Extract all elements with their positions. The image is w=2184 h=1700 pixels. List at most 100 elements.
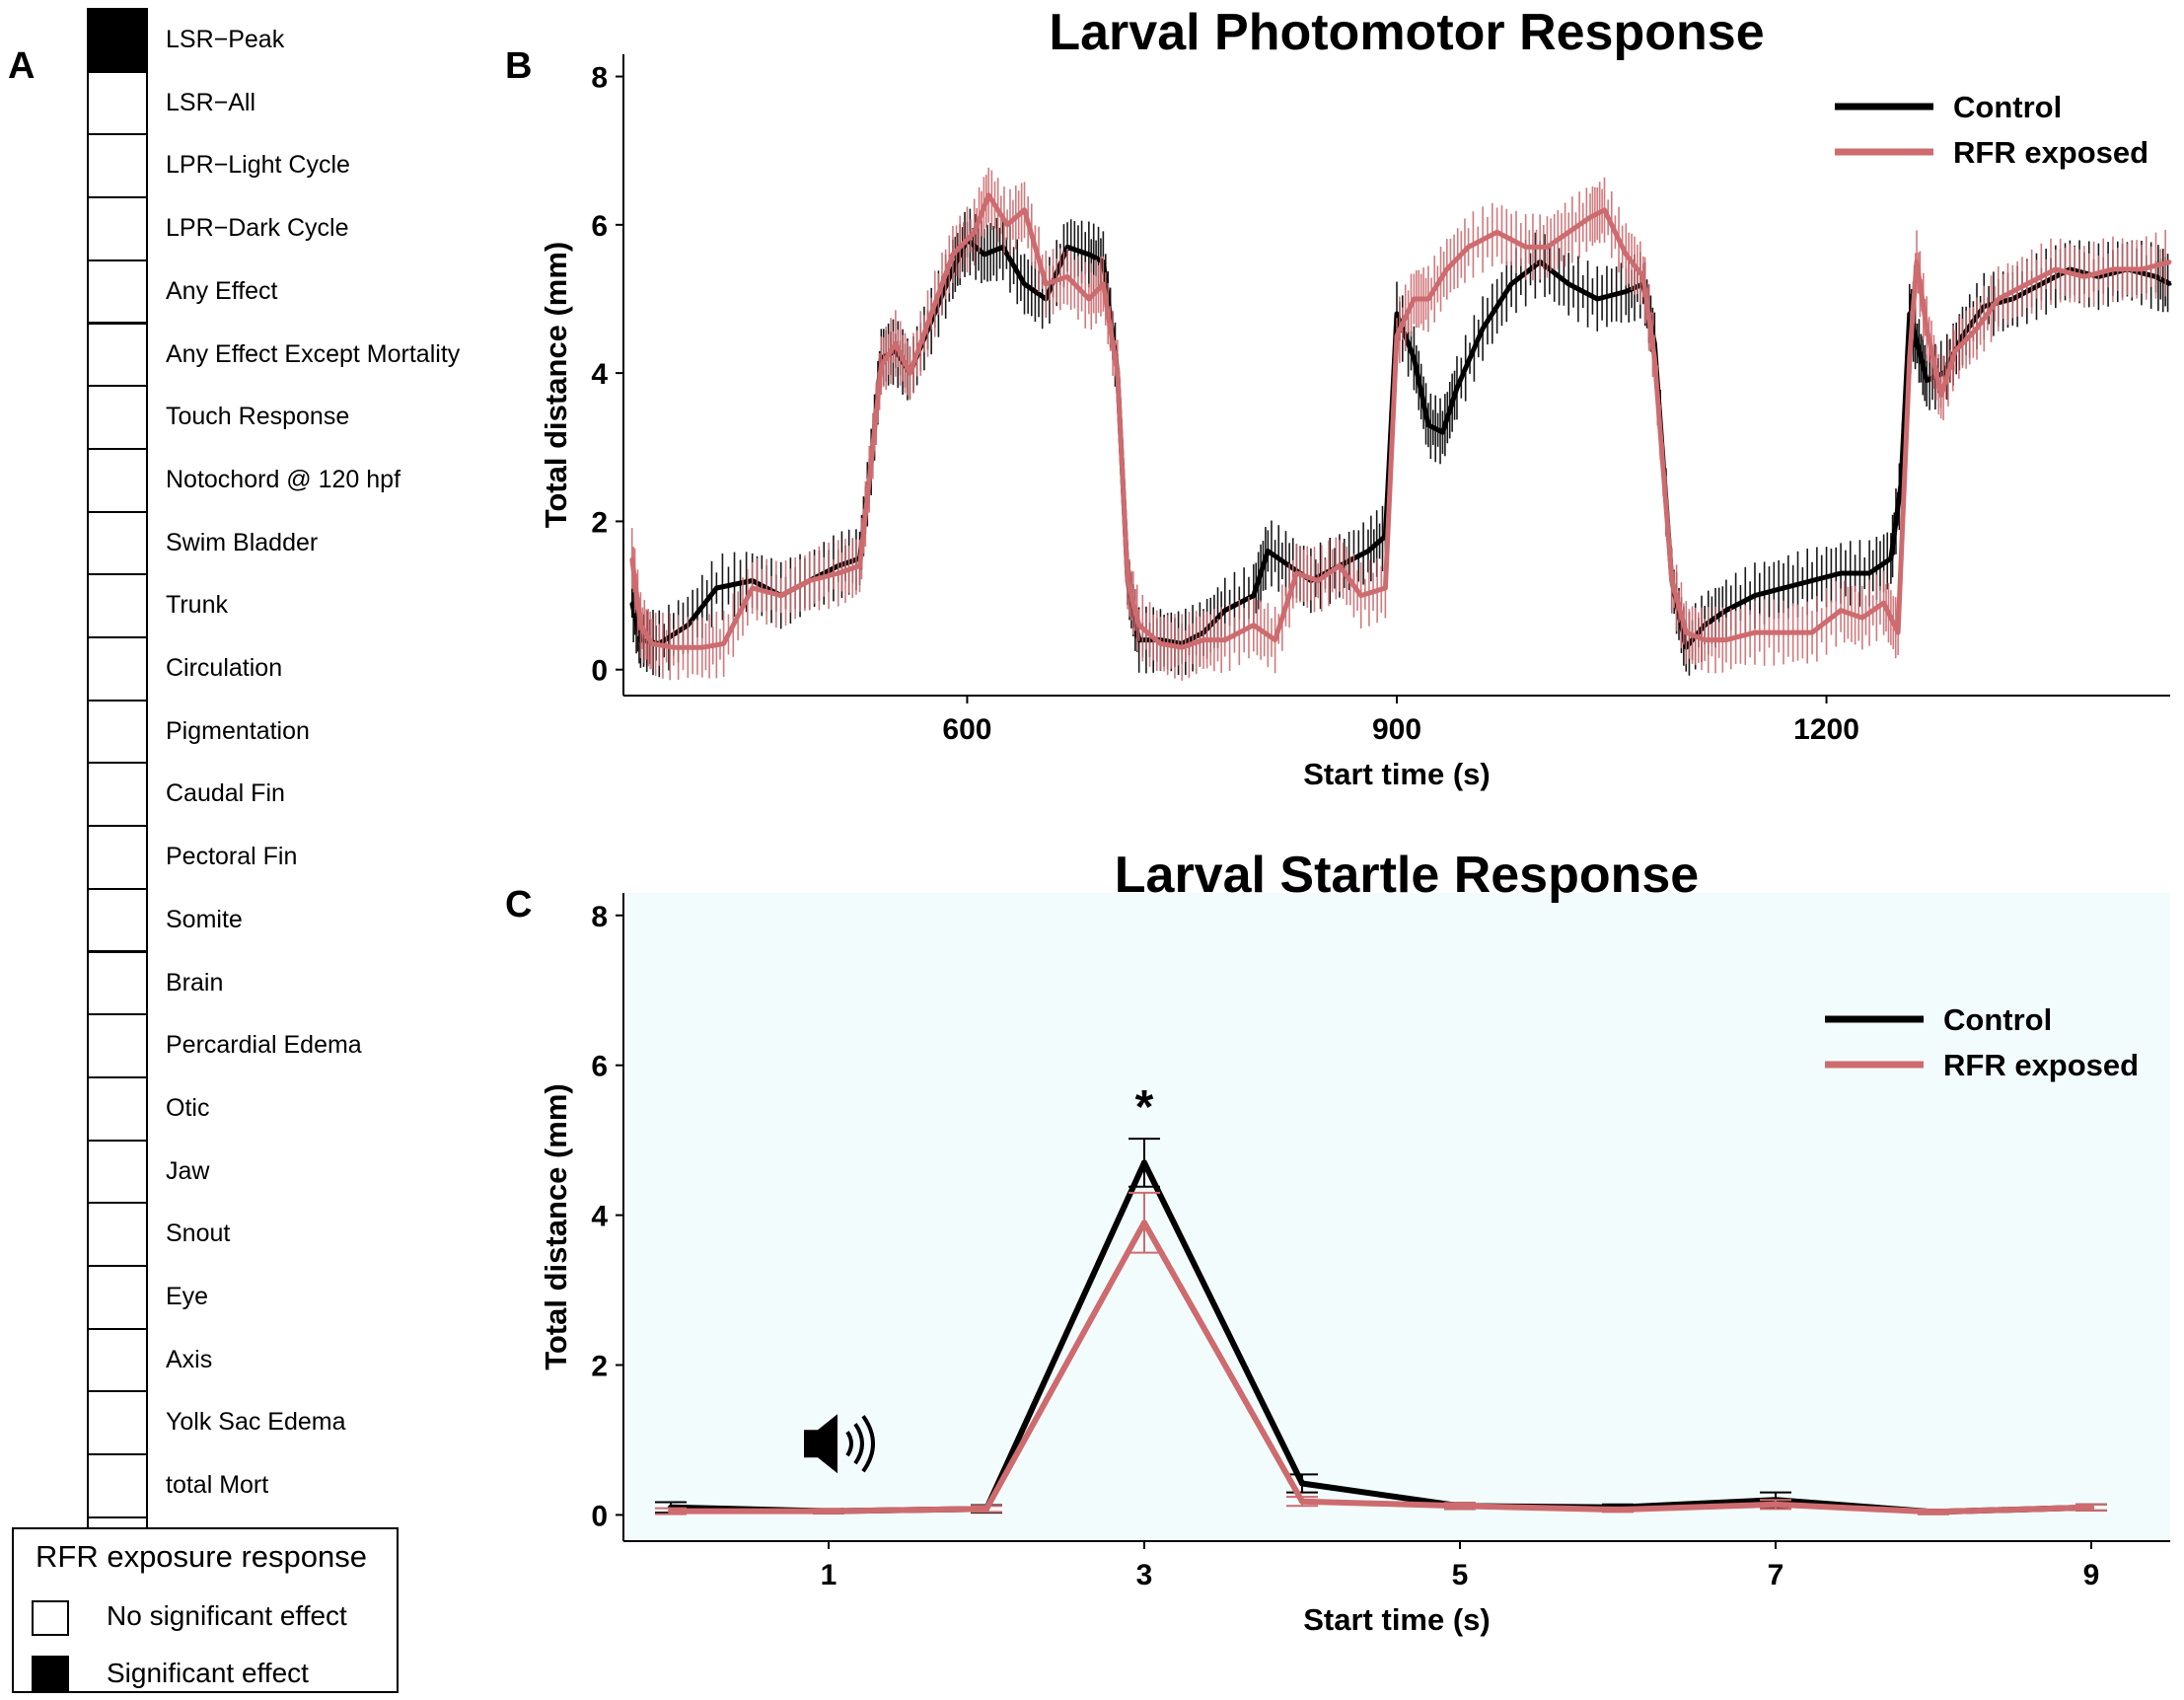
data-point [2111,267,2115,271]
data-point [1882,601,1886,605]
plot-background [623,893,2170,1541]
data-point [1023,208,1027,212]
data-point [1065,274,1069,278]
chart-title: Larval Photomotor Response [1049,4,1764,61]
grid-row-label: Notochord @ 120 hpf [166,465,401,493]
data-point [630,601,634,605]
grid-row-label: Eye [166,1283,209,1310]
grid-cell [87,1075,148,1142]
data-point [1426,297,1430,301]
grid-row-label: Brain [166,968,224,997]
grid-row-label: LPR−Light Cycle [166,151,350,180]
y-tick-label: 2 [591,506,608,539]
y-tick-label: 8 [591,901,608,933]
y-axis-label: Total distance (mm) [539,1083,573,1370]
effect-swatch [32,1656,69,1691]
data-point [1457,1503,1463,1510]
data-point [1359,594,1363,598]
x-tick-label: 600 [942,713,991,746]
data-point [1044,282,1048,286]
data-point [1467,245,1471,249]
data-point [1005,223,1009,227]
grid-cell [87,1327,148,1393]
y-tick-label: 4 [591,358,608,391]
data-point [1703,638,1707,642]
data-point [858,563,862,567]
data-point [700,645,704,649]
data-point [1445,267,1449,271]
grid-cell [87,322,148,388]
data-point [722,641,726,645]
data-point [1684,630,1688,634]
grid-cell [87,447,148,513]
data-point [1975,327,1979,331]
grid-row-label: Any Effect [166,276,278,305]
data-point [1670,579,1674,583]
data-point [1588,215,1592,219]
data-point [779,594,783,598]
data-point [1896,630,1900,634]
grid-cell [87,510,148,576]
sound-wave [853,1423,864,1465]
y-tick-label: 0 [591,655,608,688]
grid-cell [87,385,148,450]
data-point [1782,586,1785,590]
data-point [1223,638,1227,642]
data-point [1087,253,1091,257]
series-line [671,1220,2092,1515]
data-point [1997,297,2001,301]
x-axis-label: Start time (s) [1303,1602,1490,1637]
grid-row-label: Axis [166,1345,213,1373]
x-tick-label: 900 [1372,713,1421,746]
data-point [1615,1507,1621,1514]
series-control [629,208,2172,678]
grid-cell [87,1265,148,1330]
data-point [1395,312,1399,316]
x-tick-label: 3 [1136,1559,1153,1591]
data-point [929,312,933,316]
no-effect-swatch [32,1600,69,1636]
data-point [714,586,718,590]
data-point [2168,282,2172,286]
data-point [650,641,654,645]
grid-row-label: Trunk [166,591,228,620]
data-point [808,579,812,583]
data-point [1724,609,1728,613]
data-point [1810,630,1814,634]
grid-row-label: total Mort [166,1471,269,1500]
speaker-sound-icon [804,1414,875,1474]
y-tick-label: 8 [591,62,608,95]
data-point [1101,282,1105,286]
data-point [1395,334,1399,338]
data-point [1545,245,1549,249]
data-point [1426,423,1430,427]
x-axis-label: Start time (s) [1303,757,1490,791]
data-point [1839,609,1843,613]
grid-cell [87,70,148,136]
data-point [751,586,755,590]
data-point [983,253,986,257]
data-point [1595,297,1599,301]
data-point [908,371,911,375]
data-point [1641,274,1645,278]
data-point [1939,394,1943,398]
data-point [1495,230,1499,234]
data-point [986,193,990,197]
grid-row-label: Pectoral Fin [166,843,298,871]
data-point [951,253,955,257]
data-point [983,1506,989,1513]
grid-row-label: Percardial Edema [166,1031,362,1060]
grid-row-label: Touch Response [166,403,350,431]
data-point [1141,1220,1147,1226]
legend-label: RFR exposed [1943,1048,2139,1082]
data-point [1953,349,1957,353]
data-point [1065,245,1069,249]
grid-cell [87,1390,148,1456]
grid-cell [87,573,148,638]
grid-row-label: Swim Bladder [166,528,319,556]
y-tick-label: 4 [591,1201,608,1233]
data-point [869,460,873,464]
y-tick-label: 2 [591,1351,608,1383]
chart-legend: Control RFR exposed [1825,1002,2139,1082]
grid-cell [87,1453,148,1518]
